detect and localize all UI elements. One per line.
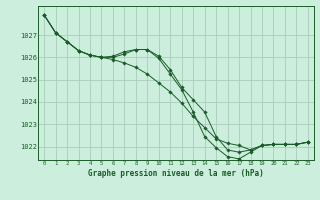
- X-axis label: Graphe pression niveau de la mer (hPa): Graphe pression niveau de la mer (hPa): [88, 169, 264, 178]
